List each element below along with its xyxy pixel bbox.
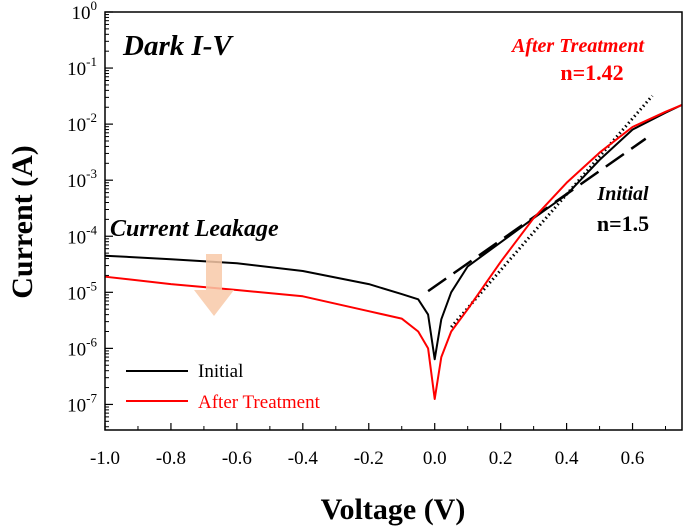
fit-line-after-treatment [450, 94, 654, 329]
x-tick-label: -0.8 [156, 448, 186, 469]
after-n-annotation: n=1.42 [560, 60, 623, 85]
x-tick-label: 0.4 [555, 448, 579, 469]
y-tick-label: 10-1 [67, 54, 97, 80]
x-tick-label: -0.2 [354, 448, 384, 469]
series-layer [104, 94, 683, 400]
y-tick-label: 10-6 [67, 334, 97, 360]
initial-n-annotation: n=1.5 [597, 211, 649, 236]
x-tick-label: 0.0 [423, 448, 447, 469]
y-tick-label: 10-2 [67, 110, 97, 136]
after-annotation: After Treatment [510, 35, 645, 57]
legend-label-initial: Initial [198, 361, 243, 382]
panel-title: Dark I-V [122, 30, 234, 62]
x-tick-label: 0.2 [489, 448, 513, 469]
series-line-after-treatment [104, 103, 683, 400]
leakage-annotation: Current Leakage [110, 216, 279, 242]
y-tick-label: 100 [72, 0, 98, 24]
x-tick-label: 0.6 [621, 448, 645, 469]
y-tick-label: 10-4 [67, 222, 97, 248]
plot-frame [104, 11, 683, 431]
x-tick-label: -1.0 [90, 448, 120, 469]
x-tick-label: -0.6 [222, 448, 252, 469]
legend-label-after-treatment: After Treatment [198, 392, 321, 413]
arrow-down-icon [194, 254, 234, 316]
y-tick-label: 10-7 [67, 390, 97, 416]
y-tick-label: 10-3 [67, 166, 97, 192]
x-tick-labels: -1.0 -0.8 -0.6 -0.4 -0.2 0.0 0.2 0.4 0.6 [90, 448, 644, 469]
series-line-initial [104, 103, 683, 361]
y-tick-labels: 100 10-1 10-2 10-3 10-4 10-5 10-6 10-7 [67, 0, 97, 416]
x-tick-label: -0.4 [288, 448, 319, 469]
legend: Initial After Treatment [126, 361, 321, 413]
y-axis-label: Current (A) [6, 145, 39, 299]
x-axis-label: Voltage (V) [321, 493, 466, 526]
y-tick-label: 10-5 [67, 278, 97, 304]
initial-annotation: Initial [596, 183, 649, 205]
